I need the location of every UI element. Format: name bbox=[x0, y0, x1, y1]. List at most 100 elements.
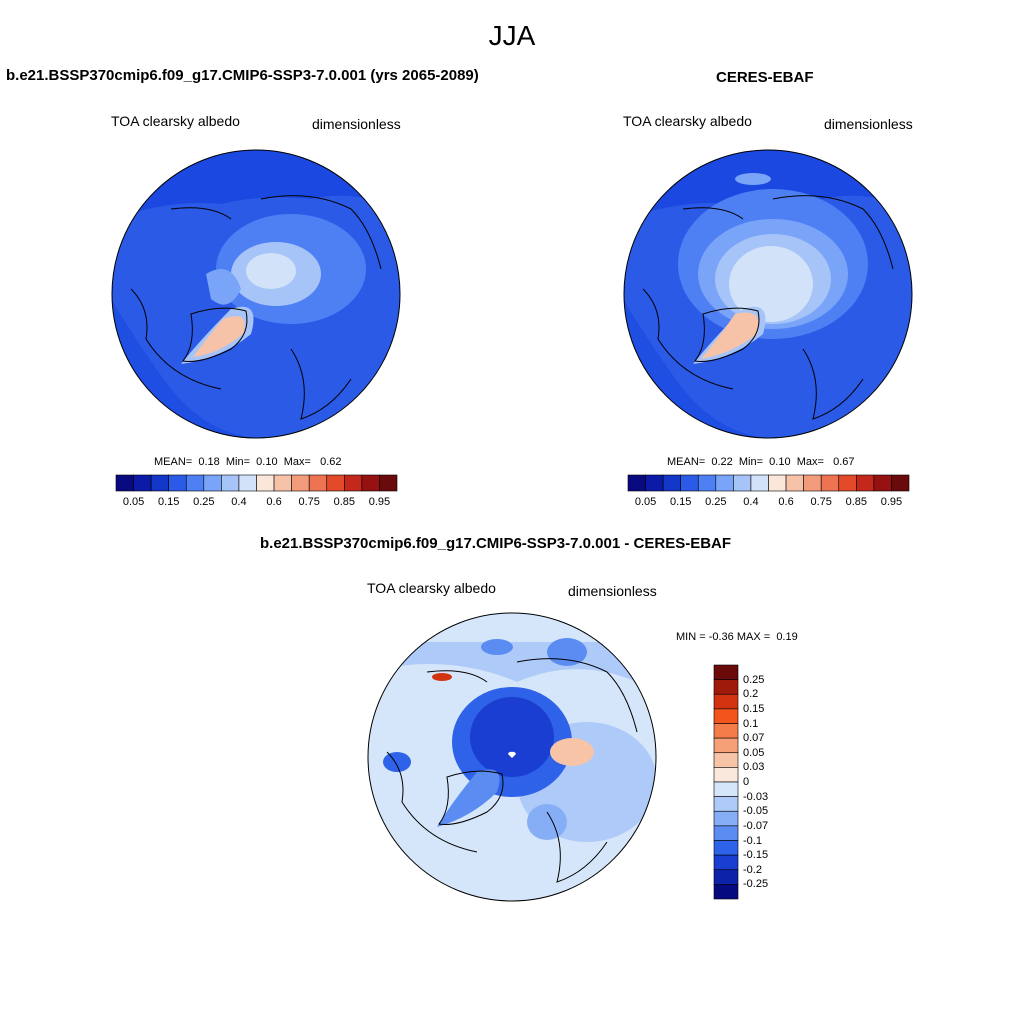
colorbar-swatch bbox=[713, 869, 739, 885]
colorbar-tick-label: -0.15 bbox=[743, 849, 769, 862]
colorbar-swatch bbox=[713, 781, 739, 797]
colorbar-swatch bbox=[803, 474, 822, 492]
diff-stats: MIN = -0.36 MAX = 0.19 bbox=[676, 631, 798, 643]
colorbar-tick-label: 0.4 bbox=[231, 496, 247, 508]
obs-units-label: dimensionless bbox=[824, 116, 913, 132]
model-panel-title: b.e21.BSSP370cmip6.f09_g17.CMIP6-SSP3-7.… bbox=[6, 67, 479, 84]
colorbar-swatch bbox=[308, 474, 328, 492]
colorbar-swatch bbox=[713, 854, 739, 871]
colorbar-tick-label: 0.15 bbox=[157, 496, 180, 508]
colorbar-swatch bbox=[291, 474, 310, 492]
colorbar-swatch bbox=[221, 474, 240, 492]
colorbar-tick-label: 0.05 bbox=[122, 496, 145, 508]
colorbar-tick-label: -0.2 bbox=[743, 863, 762, 876]
colorbar-tick-label: 0 bbox=[743, 776, 750, 788]
colorbar-swatch bbox=[344, 474, 363, 492]
colorbar-tick-label: 0.6 bbox=[778, 496, 794, 508]
colorbar-swatch bbox=[150, 474, 169, 492]
colorbar-swatch bbox=[115, 474, 134, 492]
colorbar-tick-label: 0.95 bbox=[368, 496, 391, 508]
colorbar-tick-label: 0.25 bbox=[743, 673, 765, 686]
obs-colorbar-labels: 0.05 0.15 0.25 0.4 0.6 0.75 0.85 0.95 bbox=[628, 496, 909, 510]
diff-colorbar-labels: 0.25 0.2 0.15 0.1 0.07 0.05 0.03 0 -0.03 -0.05 -0.… bbox=[743, 665, 793, 899]
colorbar-tick-label: 0.25 bbox=[705, 496, 727, 508]
colorbar-swatch bbox=[256, 474, 275, 492]
colorbar-swatch bbox=[185, 474, 205, 492]
model-variable-label: TOA clearsky albedo bbox=[111, 113, 240, 129]
colorbar-tick-label: 0.95 bbox=[880, 496, 903, 508]
colorbar-tick-label: -0.03 bbox=[743, 790, 769, 803]
colorbar-swatch bbox=[680, 474, 699, 492]
colorbar-swatch bbox=[379, 474, 398, 492]
model-polar-map bbox=[111, 149, 401, 439]
colorbar-swatch bbox=[713, 723, 739, 739]
colorbar-swatch bbox=[273, 474, 292, 492]
colorbar-tick-label: -0.25 bbox=[743, 878, 769, 891]
colorbar-tick-label: 0.05 bbox=[634, 496, 657, 508]
colorbar-tick-label: 0.1 bbox=[743, 717, 759, 730]
obs-stats: MEAN= 0.22 Min= 0.10 Max= 0.67 bbox=[667, 456, 855, 468]
colorbar-swatch bbox=[713, 679, 739, 695]
colorbar-tick-label: 0.75 bbox=[298, 496, 320, 508]
obs-variable-label: TOA clearsky albedo bbox=[623, 113, 752, 129]
colorbar-swatch bbox=[873, 474, 892, 492]
colorbar-swatch bbox=[891, 474, 910, 492]
colorbar-tick-label: -0.07 bbox=[743, 819, 769, 832]
colorbar-tick-label: 0.05 bbox=[743, 746, 765, 759]
obs-polar-map bbox=[623, 149, 913, 439]
colorbar-tick-label: 0.85 bbox=[333, 496, 356, 508]
colorbar-swatch bbox=[733, 474, 752, 492]
model-colorbar-labels: 0.05 0.15 0.25 0.4 0.6 0.75 0.85 0.95 bbox=[116, 496, 397, 510]
colorbar-tick-label: 0.15 bbox=[743, 702, 765, 715]
colorbar-swatch bbox=[820, 474, 840, 492]
colorbar-tick-label: 0.85 bbox=[845, 496, 868, 508]
colorbar-swatch bbox=[713, 737, 739, 754]
diff-colorbar bbox=[713, 664, 739, 900]
model-stats: MEAN= 0.18 Min= 0.10 Max= 0.62 bbox=[154, 456, 342, 468]
colorbar-swatch bbox=[697, 474, 717, 492]
colorbar-swatch bbox=[713, 752, 739, 768]
colorbar-tick-label: 0.25 bbox=[193, 496, 215, 508]
obs-panel-title: CERES-EBAF bbox=[716, 69, 814, 86]
colorbar-tick-label: -0.05 bbox=[743, 805, 769, 818]
colorbar-swatch bbox=[238, 474, 257, 492]
colorbar-tick-label: -0.1 bbox=[743, 834, 762, 847]
colorbar-swatch bbox=[713, 708, 739, 724]
colorbar-swatch bbox=[713, 693, 739, 710]
obs-colorbar bbox=[627, 474, 910, 492]
colorbar-swatch bbox=[713, 796, 739, 812]
model-colorbar bbox=[115, 474, 398, 492]
colorbar-tick-label: 0.07 bbox=[743, 732, 765, 745]
colorbar-tick-label: 0.75 bbox=[810, 496, 832, 508]
colorbar-swatch bbox=[713, 810, 739, 827]
diff-units-label: dimensionless bbox=[568, 583, 657, 599]
colorbar-swatch bbox=[713, 840, 739, 856]
colorbar-swatch bbox=[715, 474, 734, 492]
diff-panel-title: b.e21.BSSP370cmip6.f09_g17.CMIP6-SSP3-7.… bbox=[260, 535, 732, 552]
figure-title: JJA bbox=[488, 20, 536, 51]
colorbar-tick-label: 0.15 bbox=[669, 496, 692, 508]
colorbar-swatch bbox=[645, 474, 664, 492]
colorbar-swatch bbox=[627, 474, 646, 492]
colorbar-swatch bbox=[662, 474, 681, 492]
colorbar-tick-label: 0.2 bbox=[743, 688, 759, 701]
colorbar-swatch bbox=[713, 884, 739, 900]
colorbar-swatch bbox=[750, 474, 769, 492]
colorbar-swatch bbox=[713, 664, 739, 680]
colorbar-tick-label: 0.4 bbox=[743, 496, 759, 508]
colorbar-tick-label: 0.6 bbox=[266, 496, 282, 508]
colorbar-tick-label: 0.03 bbox=[743, 761, 765, 774]
colorbar-swatch bbox=[203, 474, 222, 492]
colorbar-swatch bbox=[768, 474, 787, 492]
colorbar-swatch bbox=[168, 474, 187, 492]
colorbar-swatch bbox=[838, 474, 857, 492]
colorbar-swatch bbox=[856, 474, 875, 492]
colorbar-swatch bbox=[133, 474, 152, 492]
diff-polar-map bbox=[367, 612, 657, 902]
colorbar-swatch bbox=[326, 474, 345, 492]
colorbar-swatch bbox=[713, 825, 739, 841]
diff-variable-label: TOA clearsky albedo bbox=[367, 580, 496, 596]
colorbar-swatch bbox=[785, 474, 804, 492]
colorbar-swatch bbox=[361, 474, 380, 492]
model-units-label: dimensionless bbox=[312, 116, 401, 132]
